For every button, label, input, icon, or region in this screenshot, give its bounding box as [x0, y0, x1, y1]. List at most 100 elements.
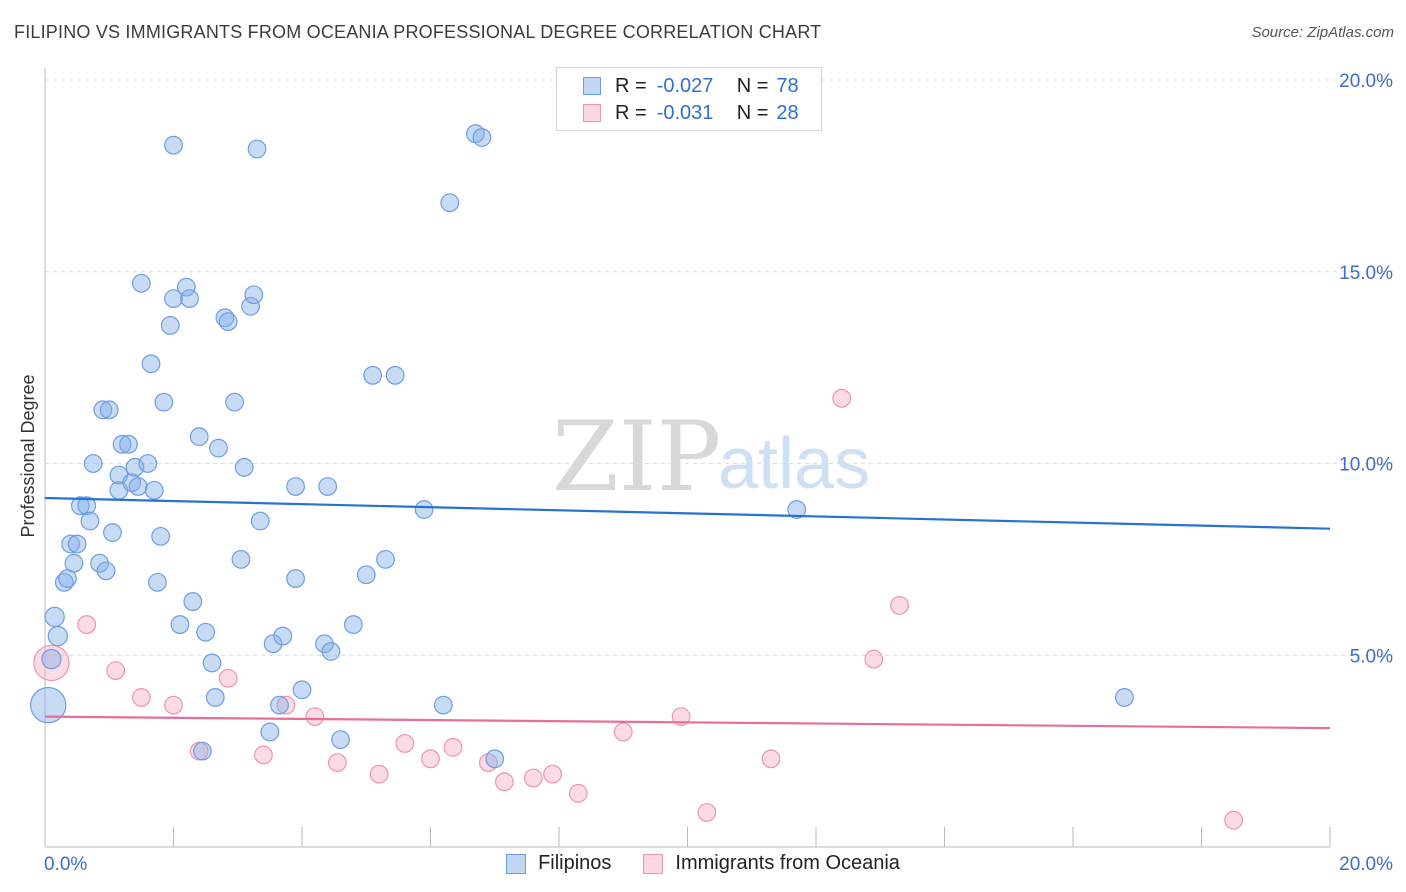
legend-row-filipinos: R = -0.027 N = 78 — [583, 73, 799, 99]
legend-r-label: R = — [615, 74, 647, 97]
legend-swatch-filipinos — [506, 853, 527, 874]
oceania-point — [254, 745, 273, 765]
filipino-point — [176, 277, 196, 297]
trend-lines — [44, 496, 1331, 730]
filipino-point — [292, 680, 312, 700]
legend-n-label: N = — [736, 101, 769, 124]
oceania-point — [443, 737, 463, 757]
oceania-point — [421, 749, 440, 769]
x-tick-label: 0.0% — [44, 854, 87, 875]
oceania-point — [832, 388, 852, 408]
filipino-point — [30, 686, 67, 724]
legend-item-filipinos: Filipinos — [506, 852, 611, 875]
y-tick-label: 10.0% — [1339, 455, 1393, 476]
filipino-point — [90, 553, 110, 573]
filipino-point — [315, 634, 334, 654]
filipino-point — [485, 749, 505, 769]
legend-swatch-pink — [583, 104, 601, 122]
oceania-point — [864, 649, 884, 669]
legend-label-filipinos: Filipinos — [538, 852, 612, 874]
legend-swatch-blue — [583, 77, 601, 95]
oceania-point — [164, 695, 183, 715]
zipatlas-watermark: ZIP atlas — [552, 401, 870, 513]
grid-lines — [45, 79, 1395, 656]
oceania-point — [327, 753, 347, 773]
filipino-point — [112, 434, 132, 454]
filipino-point — [234, 457, 254, 477]
oceania-point — [543, 764, 562, 784]
filipino-point — [321, 642, 341, 661]
filipino-point — [331, 730, 350, 750]
filipino-point — [286, 569, 305, 588]
legend-n-value: 78 — [776, 74, 799, 97]
filipino-point — [183, 592, 203, 611]
legend-r-label: R = — [615, 101, 647, 124]
y-tick-label: 15.0% — [1339, 263, 1393, 284]
x-tick-label: 20.0% — [1339, 854, 1393, 875]
oceania-point — [369, 764, 389, 784]
filipino-point — [202, 653, 222, 673]
legend-n-label: N = — [736, 74, 769, 97]
filipino-point — [164, 289, 183, 308]
filipino-point — [363, 365, 383, 385]
chart-title: FILIPINO VS IMMIGRANTS FROM OCEANIA PROF… — [14, 22, 822, 42]
filipino-point — [154, 392, 174, 412]
filipino-point — [164, 135, 183, 155]
oceania-trend-line — [44, 715, 1331, 730]
filipino-point — [151, 526, 171, 546]
watermark-zip: ZIP — [552, 401, 721, 513]
filipino-point — [376, 549, 395, 569]
filipino-point — [64, 553, 84, 573]
filipino-point — [250, 511, 270, 531]
filipino-point — [70, 496, 90, 516]
filipino-point — [209, 438, 228, 458]
oceania-point — [671, 707, 691, 727]
filipino-point — [148, 572, 167, 592]
filipino-point — [414, 500, 434, 519]
filipino-point — [218, 312, 238, 332]
filipino-point — [99, 400, 119, 420]
filipino-point — [144, 480, 164, 500]
filipino-point — [80, 511, 100, 531]
filipino-point — [241, 296, 261, 316]
filipino-point — [385, 365, 405, 385]
tick-labels: 5.0% 10.0% 15.0% 20.0% 0.0% 20.0% — [44, 71, 1393, 875]
filipino-point — [231, 549, 251, 569]
oceania-point — [523, 768, 543, 788]
filipino-points — [30, 124, 1134, 769]
correlation-legend: R = -0.027 N = 78 R = -0.031 N = 28 — [556, 67, 822, 131]
filipino-point — [286, 477, 305, 496]
oceania-point — [613, 722, 633, 742]
oceania-point — [494, 772, 514, 792]
filipino-point — [440, 193, 460, 213]
filipino-point — [160, 316, 180, 335]
filipino-point — [260, 722, 280, 742]
filipino-point — [61, 534, 81, 554]
filipino-point — [189, 427, 209, 447]
legend-r-value: -0.027 — [656, 74, 714, 97]
oceania-point — [276, 695, 296, 715]
oceania-point — [395, 734, 415, 753]
filipino-point — [225, 392, 244, 412]
legend-r-value: -0.031 — [656, 101, 714, 124]
filipino-point — [119, 434, 138, 454]
filipino-point — [131, 273, 151, 293]
filipino-point — [318, 477, 338, 496]
filipino-point — [141, 354, 161, 374]
filipino-point — [128, 477, 148, 496]
filipino-point — [433, 695, 453, 715]
y-axis-label: Professional Degree — [18, 374, 38, 537]
oceania-points — [33, 388, 1244, 830]
filipino-point — [244, 285, 264, 305]
oceania-point — [77, 615, 97, 634]
filipino-point — [47, 625, 69, 647]
filipino-trend-line — [44, 496, 1331, 530]
filipino-point — [180, 289, 199, 308]
oceania-point — [305, 707, 325, 727]
legend-label-oceania: Immigrants from Oceania — [675, 852, 900, 874]
chart-source: Source: ZipAtlas.com — [1251, 24, 1394, 41]
filipino-point — [787, 500, 807, 519]
oceania-point — [568, 783, 588, 803]
filipino-point — [138, 454, 158, 473]
